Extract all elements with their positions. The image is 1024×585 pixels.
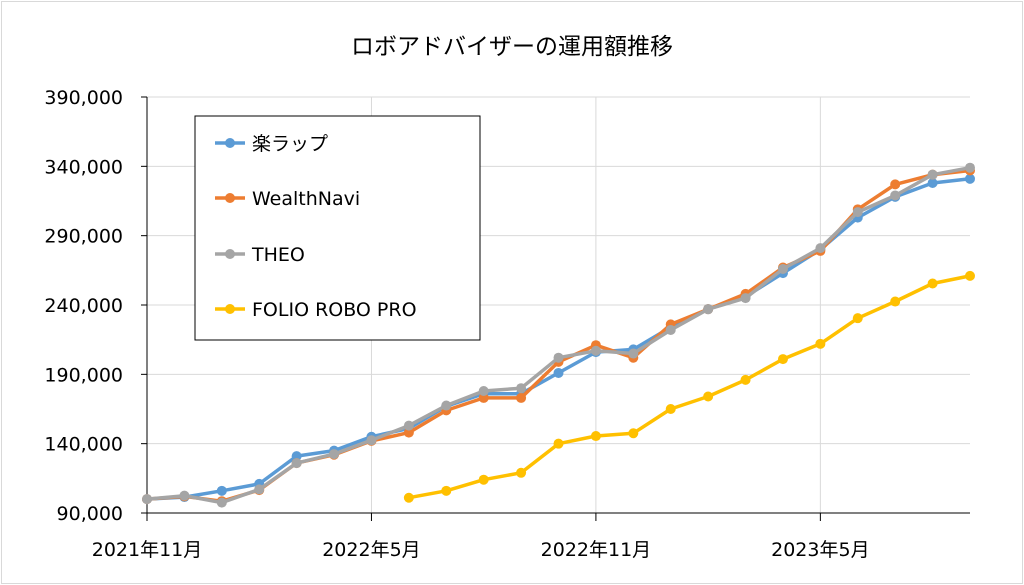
data-point: [441, 485, 452, 496]
data-point: [890, 179, 901, 190]
data-point: [516, 383, 527, 394]
data-point: [254, 484, 265, 495]
y-tick-label: 190,000: [44, 364, 123, 386]
data-point: [553, 438, 564, 449]
x-tick-labels: 2021年11月 2022年5月 2022年11月 2023年5月: [92, 539, 870, 561]
data-point: [441, 400, 452, 411]
data-point: [890, 296, 901, 307]
data-point: [478, 474, 489, 485]
data-point: [852, 313, 863, 324]
data-point: [516, 392, 527, 403]
y-tick-label: 340,000: [44, 156, 123, 178]
data-point: [965, 162, 975, 173]
legend-label: THEO: [251, 244, 305, 266]
data-point: [815, 243, 826, 254]
data-point: [927, 177, 938, 188]
series-FOLIO ROBO PRO: [403, 270, 975, 503]
legend-label: FOLIO ROBO PRO: [252, 299, 417, 321]
data-point: [852, 207, 863, 218]
y-tick-label: 290,000: [44, 226, 123, 248]
data-point: [703, 304, 714, 315]
x-tick-label: 2022年11月: [541, 539, 652, 561]
data-point: [927, 169, 938, 180]
data-point: [291, 458, 302, 469]
legend-label: WealthNavi: [252, 188, 360, 210]
y-tick-label: 240,000: [44, 295, 123, 317]
data-point: [478, 392, 489, 403]
data-point: [142, 494, 152, 505]
data-point: [478, 385, 489, 396]
x-tick-label: 2023年5月: [771, 539, 869, 561]
axes: [141, 96, 970, 521]
data-point: [777, 263, 788, 274]
data-point: [403, 427, 414, 438]
x-tick-label: 2022年5月: [322, 539, 420, 561]
legend-swatch-marker: [225, 249, 235, 259]
legend-swatch-marker: [225, 304, 235, 314]
data-point: [216, 497, 227, 508]
data-point: [590, 431, 601, 442]
y-tick-label: 390,000: [44, 87, 123, 109]
y-tick-label: 90,000: [57, 503, 123, 525]
data-point: [516, 467, 527, 478]
legend-swatch-marker: [225, 138, 235, 148]
series-THEO: [142, 162, 975, 508]
data-point: [703, 391, 714, 402]
legend-label: 楽ラップ: [252, 133, 328, 155]
data-point: [815, 338, 826, 349]
data-point: [216, 485, 227, 496]
data-point: [890, 190, 901, 201]
y-tick-label: 140,000: [44, 434, 123, 456]
data-point: [965, 270, 975, 281]
data-point: [590, 345, 601, 356]
data-point: [403, 420, 414, 431]
data-point: [366, 435, 377, 446]
series-line: [408, 274, 971, 500]
data-point: [777, 354, 788, 365]
series-layer: [142, 162, 975, 508]
data-point: [329, 449, 340, 460]
data-point: [553, 367, 564, 378]
data-point: [740, 374, 751, 385]
x-tick-label: 2021年11月: [92, 539, 203, 561]
legend: 楽ラップ WealthNavi THEO FOLIO ROBO PRO: [194, 115, 481, 341]
data-point: [628, 348, 639, 359]
data-point: [740, 293, 751, 304]
data-point: [665, 324, 676, 335]
data-point: [403, 492, 414, 503]
legend-box: [194, 115, 481, 341]
legend-swatch-marker: [225, 193, 235, 203]
data-point: [965, 173, 975, 184]
data-point: [291, 451, 302, 462]
y-tick-labels: 90,000 140,000 190,000 240,000 290,000 340,00…: [44, 87, 123, 525]
data-point: [665, 404, 676, 414]
chart-title: ロボアドバイザーの運用額推移: [351, 34, 673, 60]
data-point: [628, 428, 639, 439]
data-point: [927, 278, 938, 289]
data-point: [179, 490, 190, 501]
data-point: [553, 352, 564, 363]
